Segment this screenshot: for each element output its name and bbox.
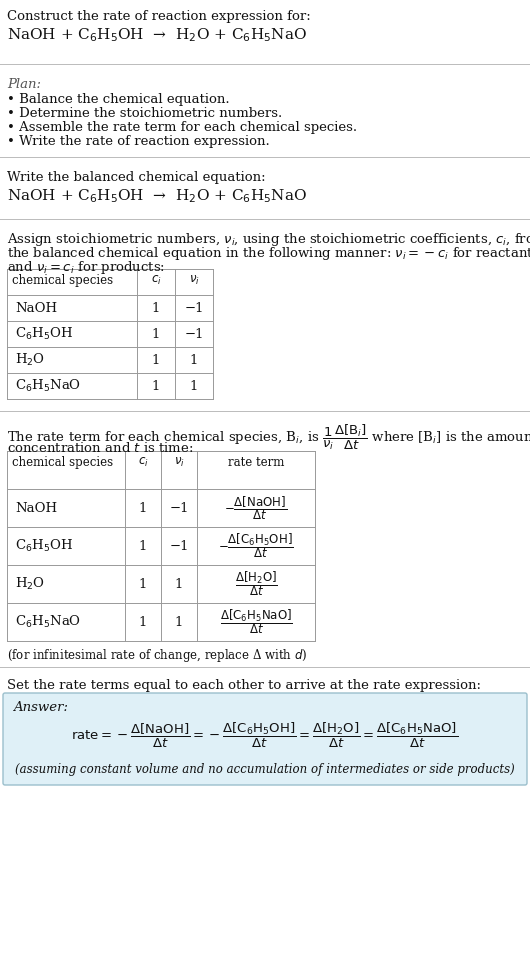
Text: $-\dfrac{\Delta[\mathrm{C_6H_5OH}]}{\Delta t}$: $-\dfrac{\Delta[\mathrm{C_6H_5OH}]}{\Del…	[218, 532, 294, 560]
Text: 1: 1	[152, 302, 160, 314]
Text: 1: 1	[190, 353, 198, 367]
Text: 1: 1	[175, 578, 183, 590]
Text: 1: 1	[152, 328, 160, 341]
Text: 1: 1	[152, 353, 160, 367]
Text: chemical species: chemical species	[12, 274, 113, 287]
Text: $\nu_i$: $\nu_i$	[174, 456, 184, 469]
FancyBboxPatch shape	[3, 693, 527, 785]
Text: 1: 1	[139, 540, 147, 552]
Text: and $\nu_i = c_i$ for products:: and $\nu_i = c_i$ for products:	[7, 259, 165, 276]
Text: −1: −1	[184, 328, 204, 341]
Text: 1: 1	[139, 502, 147, 514]
Text: • Assemble the rate term for each chemical species.: • Assemble the rate term for each chemic…	[7, 121, 357, 134]
Text: Set the rate terms equal to each other to arrive at the rate expression:: Set the rate terms equal to each other t…	[7, 679, 481, 692]
Text: $-\dfrac{\Delta[\mathrm{NaOH}]}{\Delta t}$: $-\dfrac{\Delta[\mathrm{NaOH}]}{\Delta t…	[224, 494, 288, 522]
Text: Write the balanced chemical equation:: Write the balanced chemical equation:	[7, 171, 266, 184]
Text: 1: 1	[152, 380, 160, 392]
Text: C$_6$H$_5$OH: C$_6$H$_5$OH	[15, 538, 73, 554]
Text: $c_i$: $c_i$	[151, 274, 161, 287]
Text: Construct the rate of reaction expression for:: Construct the rate of reaction expressio…	[7, 10, 311, 23]
Text: • Balance the chemical equation.: • Balance the chemical equation.	[7, 93, 229, 106]
Text: 1: 1	[190, 380, 198, 392]
Text: C$_6$H$_5$NaO: C$_6$H$_5$NaO	[15, 614, 81, 630]
Text: chemical species: chemical species	[12, 456, 113, 469]
Text: $\nu_i$: $\nu_i$	[189, 274, 199, 287]
Text: (assuming constant volume and no accumulation of intermediates or side products): (assuming constant volume and no accumul…	[15, 763, 515, 776]
Text: 1: 1	[139, 578, 147, 590]
Text: NaOH: NaOH	[15, 502, 57, 514]
Text: −1: −1	[184, 302, 204, 314]
Text: NaOH: NaOH	[15, 302, 57, 314]
Text: NaOH + C$_6$H$_5$OH  →  H$_2$O + C$_6$H$_5$NaO: NaOH + C$_6$H$_5$OH → H$_2$O + C$_6$H$_5…	[7, 26, 307, 44]
Text: −1: −1	[169, 502, 189, 514]
Text: • Write the rate of reaction expression.: • Write the rate of reaction expression.	[7, 135, 270, 148]
Text: Plan:: Plan:	[7, 78, 41, 91]
Text: Assign stoichiometric numbers, $\nu_i$, using the stoichiometric coefficients, $: Assign stoichiometric numbers, $\nu_i$, …	[7, 231, 530, 248]
Text: concentration and $t$ is time:: concentration and $t$ is time:	[7, 441, 193, 455]
Text: Answer:: Answer:	[13, 701, 68, 714]
Text: C$_6$H$_5$NaO: C$_6$H$_5$NaO	[15, 378, 81, 394]
Text: • Determine the stoichiometric numbers.: • Determine the stoichiometric numbers.	[7, 107, 282, 120]
Text: NaOH + C$_6$H$_5$OH  →  H$_2$O + C$_6$H$_5$NaO: NaOH + C$_6$H$_5$OH → H$_2$O + C$_6$H$_5…	[7, 187, 307, 205]
Text: rate term: rate term	[228, 456, 284, 469]
Text: −1: −1	[169, 540, 189, 552]
Text: $\dfrac{\Delta[\mathrm{C_6H_5NaO}]}{\Delta t}$: $\dfrac{\Delta[\mathrm{C_6H_5NaO}]}{\Del…	[219, 608, 293, 636]
Text: H$_2$O: H$_2$O	[15, 576, 45, 592]
Text: 1: 1	[139, 616, 147, 629]
Text: The rate term for each chemical species, B$_i$, is $\dfrac{1}{\nu_i}\dfrac{\Delt: The rate term for each chemical species,…	[7, 423, 530, 452]
Text: $\mathrm{rate} = -\dfrac{\Delta[\mathrm{NaOH}]}{\Delta t} = -\dfrac{\Delta[\math: $\mathrm{rate} = -\dfrac{\Delta[\mathrm{…	[72, 721, 458, 751]
Text: C$_6$H$_5$OH: C$_6$H$_5$OH	[15, 326, 73, 342]
Text: the balanced chemical equation in the following manner: $\nu_i = -c_i$ for react: the balanced chemical equation in the fo…	[7, 245, 530, 262]
Text: $\dfrac{\Delta[\mathrm{H_2O}]}{\Delta t}$: $\dfrac{\Delta[\mathrm{H_2O}]}{\Delta t}…	[234, 570, 278, 598]
Text: 1: 1	[175, 616, 183, 629]
Text: $c_i$: $c_i$	[138, 456, 148, 469]
Text: H$_2$O: H$_2$O	[15, 352, 45, 368]
Text: (for infinitesimal rate of change, replace Δ with $d$): (for infinitesimal rate of change, repla…	[7, 647, 307, 664]
